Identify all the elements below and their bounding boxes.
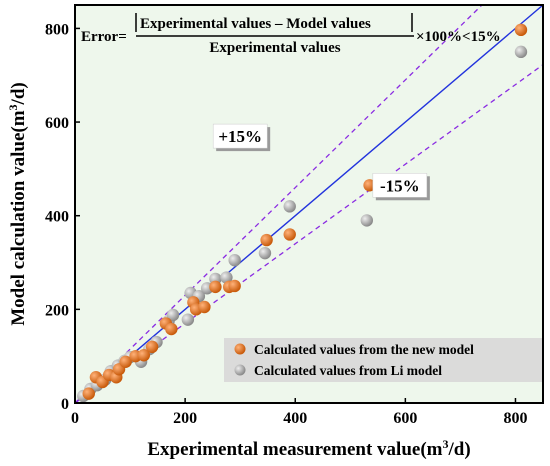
y-tick-label: 600: [45, 115, 69, 132]
y-tick-label: 0: [61, 396, 69, 413]
band-annotations: +15% -15%: [212, 123, 430, 201]
x-axis-label-tail: /d): [447, 439, 470, 460]
legend-box: [224, 338, 542, 382]
point-new-model: [283, 228, 296, 241]
point-new-model: [165, 322, 178, 336]
point-new-model: [119, 355, 132, 368]
y-tick-label: 800: [45, 21, 69, 38]
axis-ticks: 0 200 400 600 800 0 200 400 600 800: [45, 21, 527, 427]
y-axis-label-sup: 3: [6, 104, 20, 110]
reference-line--15-: [75, 64, 543, 403]
point-new-model: [82, 387, 95, 400]
data-points: [77, 23, 528, 403]
legend-label-new-model: Calculated values from the new model: [254, 342, 474, 357]
y-axis-label-main: Model calculation value(m: [8, 110, 29, 325]
x-tick-label: 200: [173, 410, 197, 427]
formula-numerator: Experimental values – Model values: [140, 16, 371, 32]
point-new-model: [145, 340, 159, 354]
reference-lines: [75, 5, 543, 403]
error-formula: Error= Experimental values – Model value…: [81, 13, 501, 56]
legend: Calculated values from the new model Cal…: [224, 338, 542, 382]
x-axis-label: Experimental measurement value(m3/d): [147, 437, 470, 460]
point-li-model: [514, 45, 528, 59]
x-axis-label-sup: 3: [442, 437, 448, 451]
annotation-label: +15%: [218, 127, 262, 146]
y-axis-label-tail: /d): [8, 82, 29, 105]
plot-frame: [74, 4, 544, 404]
annotation-label: -15%: [380, 176, 420, 195]
x-axis-label-main: Experimental measurement value(m: [147, 439, 442, 460]
x-tick-label: 0: [71, 410, 79, 427]
point-li-model: [181, 313, 195, 326]
reference-line--15-: [75, 5, 483, 403]
point-li-model: [166, 308, 180, 322]
point-li-model: [228, 253, 241, 267]
y-axis-label: Model calculation value(m3/d): [6, 82, 29, 326]
legend-marker-li-model: [234, 364, 246, 376]
annotation-box: [372, 173, 428, 198]
x-tick-label: 400: [283, 410, 307, 427]
point-new-model: [198, 300, 211, 314]
point-new-model: [228, 279, 241, 293]
x-tick-label: 600: [393, 410, 417, 427]
legend-marker-new-model: [234, 343, 246, 355]
point-new-model: [209, 280, 222, 294]
reference-line-y-x: [75, 5, 543, 403]
formula-denominator: Experimental values: [209, 40, 340, 56]
point-li-model: [360, 214, 374, 227]
point-li-model: [220, 271, 233, 284]
y-tick-label: 200: [45, 302, 69, 319]
point-new-model: [137, 349, 151, 362]
annotation-box: [212, 123, 268, 149]
point-li-model: [258, 246, 272, 260]
formula-prefix: Error=: [81, 29, 127, 45]
legend-label-li-model: Calculated values from Li model: [254, 363, 442, 378]
x-tick-label: 800: [503, 410, 527, 427]
y-tick-label: 400: [45, 209, 69, 226]
point-new-model: [514, 23, 528, 37]
point-new-model: [260, 233, 273, 247]
point-li-model: [283, 200, 296, 213]
formula-suffix: ×100%<15%: [416, 29, 501, 45]
